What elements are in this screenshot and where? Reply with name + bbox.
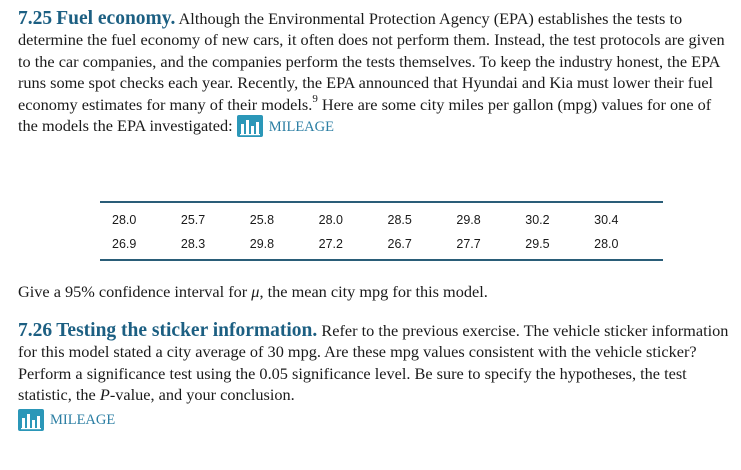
exercise-number: 7.26 bbox=[18, 320, 53, 341]
table-cell: 28.3 bbox=[180, 237, 206, 251]
table-cell: 29.5 bbox=[525, 237, 550, 251]
dataset-label: MILEAGE bbox=[268, 118, 334, 135]
table-cell: 27.7 bbox=[456, 237, 481, 251]
exercise-title: Fuel economy. bbox=[56, 8, 176, 29]
table-cell: 25.7 bbox=[180, 213, 206, 227]
exercise-number: 7.25 bbox=[18, 8, 53, 29]
footnote-marker: 9 bbox=[312, 93, 318, 106]
dataset-icon bbox=[18, 408, 44, 431]
table-cell: 28.5 bbox=[387, 213, 412, 227]
exercise-title: Testing the sticker information. bbox=[56, 320, 318, 341]
table-cell: 29.8 bbox=[249, 237, 275, 251]
table-cell: 28.0 bbox=[594, 237, 619, 251]
table-cell: 26.7 bbox=[387, 237, 412, 251]
table-cell: 28.0 bbox=[112, 213, 137, 227]
p-italic: P bbox=[99, 385, 110, 405]
question-text-continued: , the mean city mpg for this model. bbox=[259, 282, 488, 301]
table-cell: 27.2 bbox=[318, 237, 343, 251]
exercise-body-continued: -value, and your conclusion. bbox=[109, 385, 295, 405]
mu-symbol: μ bbox=[251, 282, 260, 301]
mpg-data-table: 28.0 25.7 25.8 28.0 28.5 29.8 30.2 30.4 … bbox=[100, 201, 663, 261]
exercise-body-continued: Here are some city miles per gallon (mpg… bbox=[18, 94, 712, 136]
table-cell: 30.2 bbox=[525, 213, 550, 227]
dataset-link-mileage[interactable]: MILEAGE bbox=[236, 115, 334, 138]
table-cell: 30.4 bbox=[594, 213, 619, 227]
table-cell: 28.0 bbox=[318, 213, 343, 227]
exercise-body: Although the Environmental Protection Ag… bbox=[18, 9, 725, 114]
table-row: 28.0 25.7 25.8 28.0 28.5 29.8 30.2 30.4 bbox=[100, 208, 663, 232]
dataset-icon bbox=[236, 115, 263, 138]
exercise-7-26: 7.26 Testing the sticker information. Re… bbox=[18, 320, 730, 432]
exercise-7-25: 7.25 Fuel economy. Although the Environm… bbox=[18, 8, 730, 138]
table-cell: 29.8 bbox=[456, 213, 481, 227]
table-row: 26.9 28.3 29.8 27.2 26.7 27.7 29.5 28.0 bbox=[100, 232, 663, 256]
table-cell: 26.9 bbox=[112, 237, 137, 251]
dataset-label: MILEAGE bbox=[50, 411, 116, 428]
dataset-link-mileage[interactable]: MILEAGE bbox=[18, 408, 116, 432]
confidence-interval-question: Give a 95% confidence interval for μ, th… bbox=[18, 281, 730, 302]
question-text: Give a 95% confidence interval for bbox=[18, 282, 248, 301]
table-cell: 25.8 bbox=[249, 213, 275, 227]
exercise-body: Refer to the previous exercise. The vehi… bbox=[18, 321, 729, 405]
